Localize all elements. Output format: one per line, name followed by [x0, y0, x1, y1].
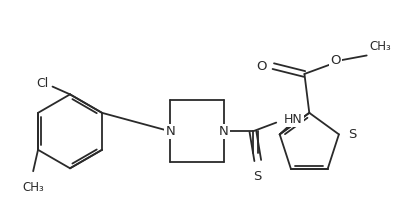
Text: S: S: [348, 128, 356, 141]
Text: O: O: [256, 60, 266, 73]
Text: S: S: [253, 170, 262, 183]
Text: CH₃: CH₃: [22, 181, 44, 194]
Text: Cl: Cl: [37, 77, 49, 90]
Text: HN: HN: [284, 113, 303, 126]
Text: O: O: [330, 54, 341, 67]
Text: N: N: [165, 125, 175, 138]
Text: CH₃: CH₃: [369, 40, 391, 52]
Text: N: N: [219, 125, 229, 138]
